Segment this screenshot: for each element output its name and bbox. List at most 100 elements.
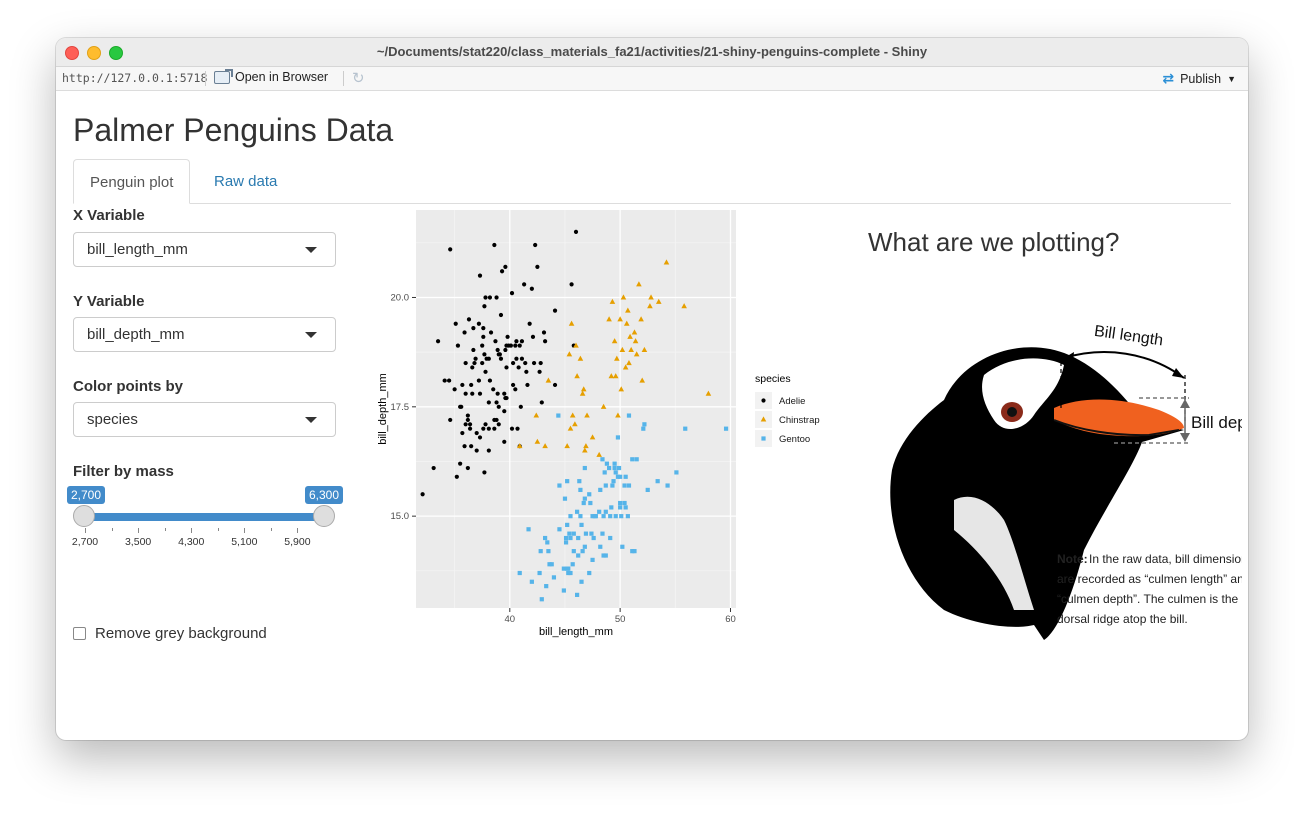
adelie-point — [452, 387, 457, 392]
gentoo-point — [616, 465, 622, 471]
adelie-point — [474, 448, 479, 453]
chinstrap-point — [567, 425, 574, 431]
y-tick-label: 20.0 — [391, 292, 410, 303]
adelie-point — [493, 339, 498, 344]
bill-depth-annotation: Bill depth — [1114, 397, 1242, 444]
legend-label-adelie: Adelie — [779, 396, 805, 407]
tab-raw-data[interactable]: Raw data — [214, 173, 278, 190]
slider-low-handle[interactable] — [73, 505, 95, 527]
gentoo-point — [571, 549, 576, 554]
adelie-point — [480, 360, 485, 366]
adelie-point — [455, 343, 461, 348]
adelie-point — [504, 395, 509, 401]
minimize-window-button[interactable] — [87, 46, 101, 60]
adelie-point — [503, 264, 508, 269]
y-variable-select[interactable]: bill_depth_mm — [73, 317, 336, 352]
slider-tick — [297, 528, 299, 533]
chinstrap-point — [622, 364, 629, 370]
adelie-point — [527, 321, 532, 326]
adelie-point — [469, 382, 474, 388]
gentoo-point — [556, 413, 561, 418]
slider-ticks — [85, 528, 324, 534]
zoom-window-button[interactable] — [109, 46, 123, 60]
adelie-point — [470, 391, 475, 396]
gentoo-point — [630, 549, 635, 554]
gentoo-point — [620, 544, 625, 549]
adelie-point — [523, 360, 528, 366]
gentoo-point — [570, 562, 575, 567]
chinstrap-point — [641, 346, 648, 352]
gentoo-point — [537, 570, 542, 576]
chinstrap-point — [612, 373, 619, 379]
close-window-button[interactable] — [65, 46, 79, 60]
gentoo-point — [593, 514, 598, 519]
grey-background-toggle[interactable]: Remove grey background — [73, 625, 267, 642]
mass-range-slider[interactable]: 2,700 6,300 2,700 3,500 4,300 5,100 5,900 — [67, 486, 344, 566]
gentoo-point — [551, 575, 557, 580]
adelie-point — [476, 378, 481, 383]
adelie-point — [509, 426, 515, 431]
adelie-point — [494, 400, 499, 405]
chinstrap-point — [580, 386, 587, 392]
chinstrap-point — [638, 316, 644, 322]
gentoo-point — [565, 522, 570, 528]
gentoo-point — [603, 509, 608, 514]
y-tick-label: 17.5 — [391, 402, 410, 413]
gentoo-point — [603, 553, 608, 558]
adelie-point — [477, 435, 483, 440]
adelie-point — [533, 242, 538, 248]
slider-tick — [244, 528, 246, 533]
gentoo-point — [603, 483, 608, 488]
gentoo-point — [623, 505, 628, 510]
adelie-point — [525, 382, 530, 388]
chinstrap-point — [579, 390, 586, 396]
publish-button[interactable]: ⇄ Publish ▼ — [1162, 70, 1236, 87]
gentoo-point — [576, 535, 581, 541]
adelie-point — [529, 286, 534, 291]
adelie-point — [467, 426, 473, 431]
x-tick-label: 40 — [505, 614, 516, 625]
chinstrap-point — [631, 329, 638, 335]
adelie-point — [497, 352, 502, 357]
gentoo-point — [543, 535, 548, 541]
gentoo-point — [665, 483, 670, 488]
gentoo-point — [601, 553, 606, 558]
adelie-point — [492, 426, 497, 431]
gentoo-point — [600, 457, 605, 462]
chinstrap-point — [628, 346, 634, 352]
tab-penguin-plot[interactable]: Penguin plot — [73, 159, 191, 204]
color-by-select[interactable]: species — [73, 402, 336, 437]
x-variable-select[interactable]: bill_length_mm — [73, 232, 336, 267]
note-line-3: “culmen depth”. The culmen is the — [1057, 592, 1239, 606]
gentoo-point — [632, 549, 637, 554]
adelie-point — [487, 378, 493, 383]
x-axis-title: bill_length_mm — [539, 626, 613, 638]
mass-filter-label: Filter by mass — [73, 463, 174, 480]
adelie-point — [522, 282, 527, 287]
gentoo-point — [579, 522, 584, 528]
open-in-browser-button[interactable]: Open in Browser — [214, 68, 328, 84]
adelie-point — [502, 391, 507, 396]
gentoo-point — [607, 465, 612, 471]
url-display[interactable]: http://127.0.0.1:5718 — [62, 71, 208, 85]
window-controls — [65, 46, 123, 60]
slider-tick-label: 5,900 — [284, 536, 311, 548]
slider-high-value: 6,300 — [305, 486, 344, 504]
gentoo-point — [600, 531, 605, 536]
chinstrap-point — [618, 386, 625, 392]
viewer-toolbar: http://127.0.0.1:5718 Open in Browser ↻ … — [56, 67, 1248, 91]
remove-grey-checkbox[interactable] — [73, 627, 86, 640]
penguin-head-drawing — [890, 347, 1184, 640]
slider-high-handle[interactable] — [313, 505, 335, 527]
gentoo-point — [613, 514, 618, 519]
chinstrap-point — [596, 451, 602, 457]
adelie-point — [524, 369, 529, 374]
chinstrap-point — [625, 307, 631, 313]
bill-depth-label: Bill depth — [1191, 413, 1242, 432]
adelie-point — [496, 404, 501, 409]
slider-tick-label: 5,100 — [231, 536, 258, 548]
slider-track[interactable] — [85, 513, 324, 521]
gentoo-point — [588, 500, 593, 506]
chinstrap-point — [647, 303, 653, 309]
refresh-icon[interactable]: ↻ — [352, 70, 365, 87]
